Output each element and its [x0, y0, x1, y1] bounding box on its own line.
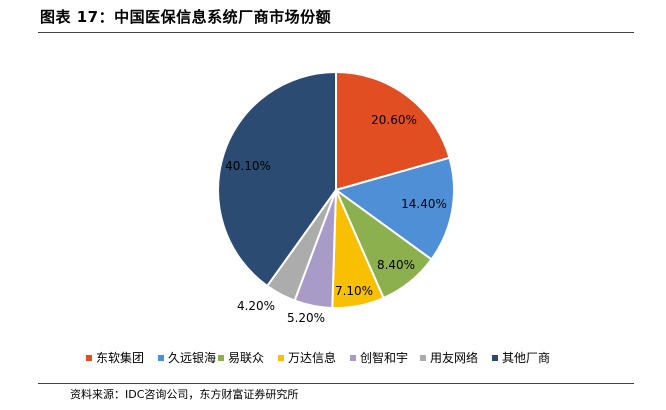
legend-swatch-7 [492, 355, 498, 361]
slice-label-6: 4.20% [237, 299, 275, 313]
slice-label-1: 20.60% [371, 113, 417, 127]
legend-swatch-2 [158, 355, 164, 361]
legend-label-2: 久远银海 [168, 350, 216, 365]
legend-label-5: 创智和宇 [360, 350, 408, 365]
slice-label-7: 40.10% [225, 159, 271, 173]
title-divider [38, 32, 634, 33]
slice-label-3: 8.40% [377, 258, 415, 272]
slice-label-2: 14.40% [401, 197, 447, 211]
footer-divider [38, 383, 634, 384]
legend-swatch-5 [350, 355, 356, 361]
slice-label-4: 7.10% [335, 284, 373, 298]
pie-slices [217, 70, 455, 309]
legend-label-1: 东软集团 [96, 350, 144, 365]
slice-label-5: 5.20% [287, 311, 325, 325]
legend-label-3: 易联众 [228, 351, 264, 365]
legend-swatch-6 [420, 355, 426, 361]
pie-slice-2 [333, 156, 455, 261]
source-note: 资料来源：IDC咨询公司，东方财富证券研究所 [70, 388, 299, 401]
legend-label-7: 其他厂商 [502, 350, 550, 365]
legend-label-6: 用友网络 [430, 350, 478, 365]
legend-swatch-4 [278, 355, 284, 361]
chart-title: 图表 17：中国医保信息系统厂商市场份额 [40, 8, 332, 26]
legend-label-4: 万达信息 [288, 350, 336, 365]
pie-slice-1 [335, 70, 451, 192]
pie-slice-7 [217, 70, 337, 288]
slice-labels: 20.60% 14.40% 8.40% 7.10% 5.20% 4.20% 40.10% [225, 113, 447, 325]
legend-swatch-3 [218, 355, 224, 361]
pie-chart: 20.60% 14.40% 8.40% 7.10% 5.20% 4.20% 40.10% 东… [86, 70, 550, 365]
chart-legend: 东软集团 久远银海 易联众 万达信息 创智和宇 用友网络 其他厂商 [86, 350, 550, 365]
legend-swatch-1 [86, 355, 92, 361]
